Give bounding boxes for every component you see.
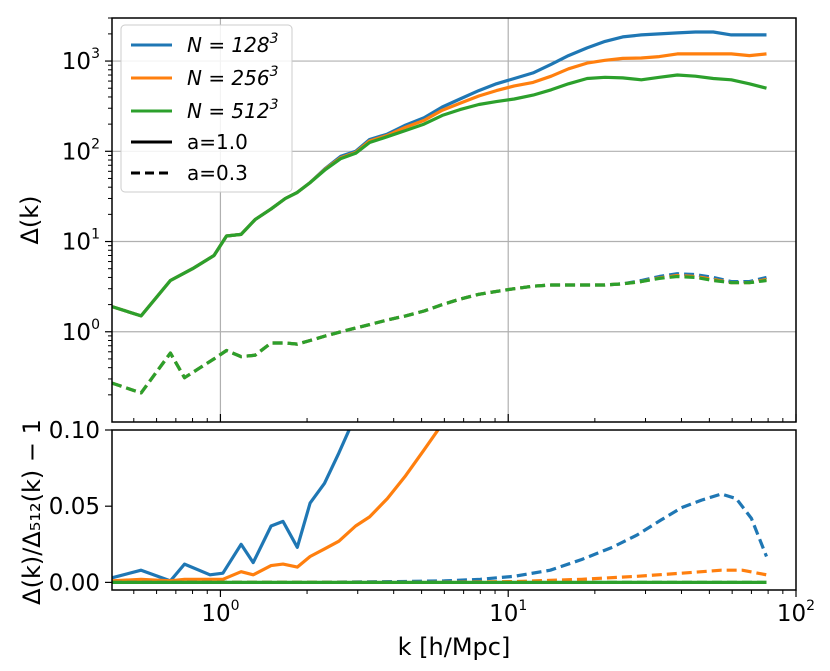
bottom-x-ticks: 100 101 102 (133, 590, 815, 627)
series-line (112, 73, 767, 318)
top-y-axis-label: Δ(k) (16, 195, 44, 244)
bottom-y-ticks: 0.00 0.05 0.10 (49, 418, 112, 596)
legend-label: N = 5123 (187, 97, 279, 123)
y-tick-label: 0.05 (49, 494, 100, 520)
y-tick-label: 0.00 (49, 570, 100, 596)
legend-entry: N = 2563 (131, 64, 279, 90)
series-line (112, 430, 351, 583)
y-tick-label: 102 (62, 136, 100, 165)
top-y-ticks: 100 101 102 103 (62, 17, 112, 396)
top-series (112, 30, 767, 395)
legend-label: N = 2563 (187, 64, 279, 90)
legend-label: a=0.3 (187, 161, 248, 185)
bottom-panel: 0.000.050.10 100 101 102 Δ(k)/Δ₅₁₂(k) − 1 … (18, 418, 815, 661)
series-line (112, 492, 768, 585)
bottom-axes-frame (111, 429, 797, 591)
top-panel: 100 101 102 103 Δ(k) N = 1283 N = 2563 N = … (16, 17, 797, 423)
x-tick-label: 102 (777, 598, 815, 627)
x-tick-label: 101 (489, 598, 527, 627)
y-tick-label: 103 (62, 46, 100, 75)
y-tick-label: 100 (62, 317, 100, 346)
top-x-ticks (133, 414, 797, 422)
top-axes-frame (111, 17, 797, 423)
legend-entry: N = 5123 (131, 97, 279, 123)
series-line (112, 273, 767, 395)
legend-entry: N = 1283 (131, 31, 279, 57)
x-axis-label: k [h/Mpc] (398, 633, 511, 661)
series-line (112, 274, 767, 395)
legend-label: a=1.0 (187, 130, 248, 154)
legend-entry: a=0.3 (131, 161, 248, 185)
legend-label: N = 1283 (187, 31, 279, 57)
legend-entry: a=1.0 (131, 130, 248, 154)
x-tick-label: 100 (201, 598, 239, 627)
legend-box (120, 24, 293, 193)
y-tick-label: 0.10 (49, 418, 100, 444)
bottom-series (112, 430, 768, 585)
bottom-y-axis-label: Δ(k)/Δ₅₁₂(k) − 1 (18, 419, 46, 605)
legend: N = 1283 N = 2563 N = 5123 a=1.0 a=0.3 (120, 24, 293, 193)
series-line (112, 272, 767, 395)
series-line (112, 430, 440, 583)
y-tick-label: 101 (62, 227, 100, 256)
